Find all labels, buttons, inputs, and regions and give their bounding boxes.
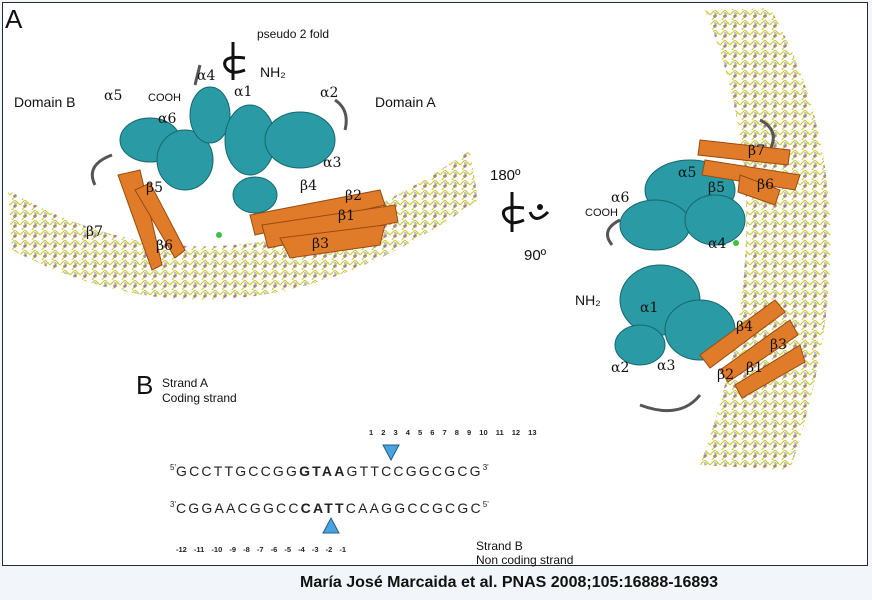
right-alpha5: α5 (678, 165, 697, 181)
strand-a-subtitle: Coding strand (162, 391, 237, 405)
right-beta1: β1 (746, 360, 764, 376)
rotation-180-label: 180º (490, 167, 521, 184)
bottom-position-numbers: -12 -11 -10 -9 -8 -7 -6 -5 -4 -3 -2 -1 (176, 545, 347, 554)
left-loops (90, 64, 348, 186)
rotation-90-icon (528, 210, 550, 220)
top-position-numbers: 1 2 3 4 5 6 7 8 9 10 11 12 13 (369, 428, 537, 437)
top-sequence: 5'GCCTTGCCGGGTAAGTTCCGGCGCG3' (170, 463, 489, 479)
bottom-seq-prefix: CGGAACGGCC (175, 500, 301, 516)
right-alpha4: α4 (708, 236, 727, 252)
top-seq-bold: GTAA (299, 463, 347, 479)
right-loops (606, 118, 775, 413)
strand-b-title: Strand B (476, 539, 523, 553)
right-beta2: β2 (717, 367, 735, 383)
left-alpha1: α1 (234, 84, 253, 100)
right-cooh-label: COOH (585, 207, 618, 219)
bottom-seq-bold: CATT (300, 500, 346, 516)
right-alpha2: α2 (611, 360, 630, 376)
bottom-five-prime: 5' (482, 500, 489, 509)
panel-a-label: A (5, 4, 23, 34)
right-alpha6: α6 (611, 190, 630, 206)
right-beta6: β6 (757, 177, 775, 193)
citation: María José Marcaida et al. PNAS 2008;105… (300, 574, 719, 591)
left-alpha4: α4 (197, 68, 216, 84)
rotation-90-label: 90º (524, 247, 547, 264)
left-beta3: β3 (312, 236, 330, 252)
top-seq-suffix: GTTCCGGCGCG (346, 463, 483, 479)
top-seq-prefix: GCCTTGCCGG (175, 463, 300, 479)
right-beta4: β4 (736, 319, 754, 335)
left-helices (119, 86, 336, 214)
right-nh2-label: NH₂ (575, 292, 601, 308)
left-beta4: β4 (300, 178, 318, 194)
top-five-prime: 5' (170, 463, 176, 472)
bottom-sequence: 3'CGGAACGGCCCATTCAAGGCCGCGC5' (170, 500, 489, 516)
left-beta7: β7 (86, 224, 104, 240)
pseudo-fold-label: pseudo 2 fold (257, 27, 330, 41)
left-alpha3: α3 (323, 155, 342, 171)
left-beta1: β1 (338, 208, 356, 224)
right-alpha3: α3 (657, 358, 676, 374)
right-beta7: β7 (748, 143, 766, 159)
left-cooh-label: COOH (148, 92, 181, 104)
pseudo-fold-axis-icon (223, 42, 246, 80)
strand-a-title: Strand A (162, 376, 209, 390)
bottom-three-prime: 3' (170, 500, 176, 509)
left-alpha6: α6 (158, 111, 177, 127)
left-beta2: β2 (345, 188, 363, 204)
cleavage-marker-top (382, 444, 400, 462)
bottom-seq-suffix: CAAGGCCGCGC (345, 500, 483, 516)
left-alpha5: α5 (104, 88, 123, 104)
right-helices (614, 159, 746, 366)
right-beta3: β3 (770, 337, 788, 353)
right-alpha1: α1 (640, 300, 659, 316)
cleavage-marker-bottom (322, 516, 340, 534)
rotation-180-icon (501, 192, 525, 232)
domain-a-label: Domain A (375, 94, 436, 110)
strand-b-subtitle: Non coding strand (476, 553, 574, 567)
panel-b-label: B (136, 370, 154, 400)
left-nh2-label: NH₂ (260, 64, 286, 80)
right-beta5: β5 (708, 180, 726, 196)
left-dna (8, 150, 478, 300)
top-three-prime: 3' (482, 463, 489, 472)
domain-b-label: Domain B (14, 94, 76, 110)
left-beta5: β5 (146, 180, 164, 196)
left-alpha2: α2 (320, 85, 339, 101)
left-beta6: β6 (156, 238, 174, 254)
left-strands (117, 169, 399, 271)
right-strands (697, 139, 806, 399)
